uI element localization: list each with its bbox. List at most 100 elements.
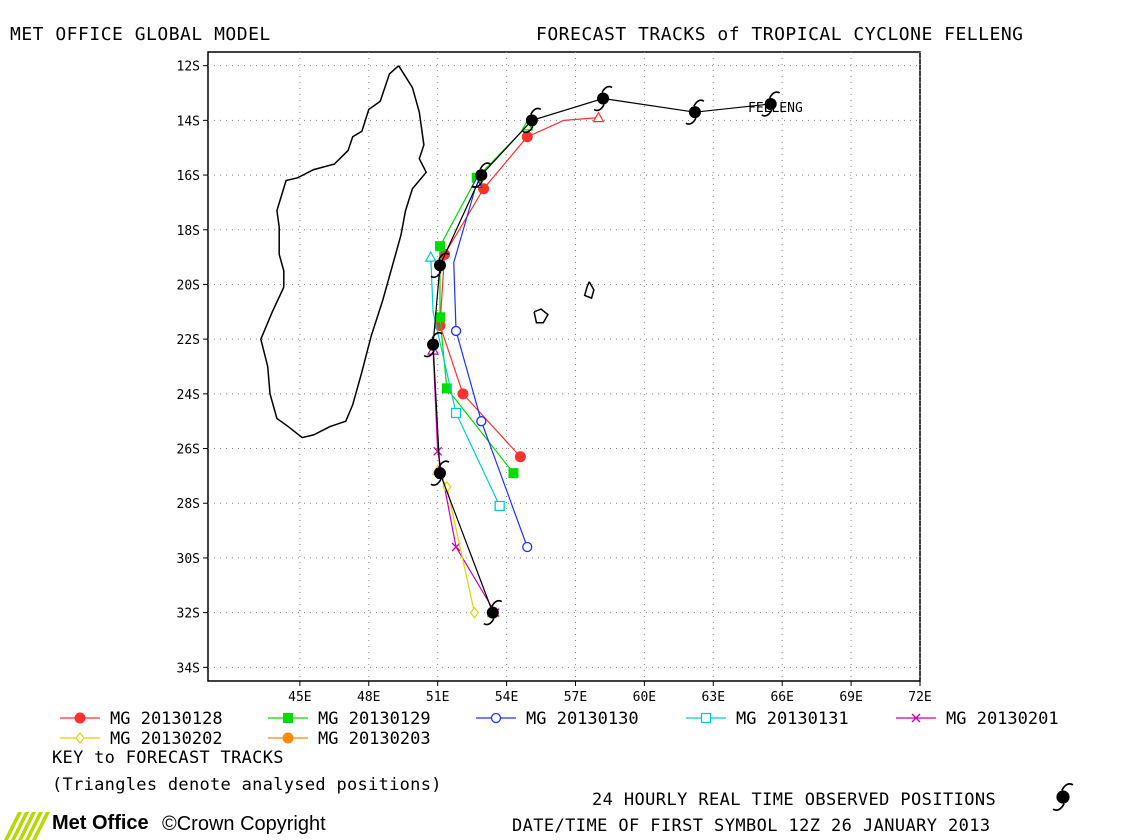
legend-marker: [283, 713, 293, 723]
observed-position-icon: [761, 91, 781, 117]
forecast-track-line: [439, 117, 599, 458]
first-symbol-datetime: DATE/TIME OF FIRST SYMBOL 12Z 26 JANUARY…: [512, 816, 991, 836]
cyclone-core: [525, 114, 538, 127]
legend-marker: [75, 732, 85, 744]
y-tick-label: 22S: [177, 333, 200, 348]
x-tick-label: 54E: [495, 690, 518, 705]
legend-label: MG 20130203: [318, 729, 431, 749]
key-title: KEY to FORECAST TRACKS: [52, 748, 284, 768]
y-tick-label: 16S: [177, 169, 200, 184]
y-tick-label: 32S: [177, 607, 200, 622]
footer-cyclone-icon: [1052, 783, 1074, 811]
forecast-position-marker: [441, 383, 452, 394]
cyclone-core: [688, 106, 701, 119]
forecast-track-2: [450, 177, 533, 553]
x-tick-label: 45E: [288, 690, 311, 705]
coastline-layer: [260, 65, 595, 439]
logo-stripe: [18, 812, 36, 840]
y-tick-label: 14S: [177, 114, 200, 129]
cyclone-arm-bottom: [430, 478, 442, 486]
cyclone-arm-bottom: [685, 117, 697, 125]
analysed-position-triangle: [592, 111, 605, 123]
forecast-position-marker: [434, 241, 445, 252]
logo-stripe: [11, 812, 29, 840]
observed-position-icon: [430, 460, 450, 486]
legend: MG 20130128 MG 20130129 MG 20130130 MG 2013…: [60, 709, 1059, 749]
y-tick-label: 30S: [177, 552, 200, 567]
forecast-position-marker: [522, 541, 533, 553]
legend-label: MG 20130202: [110, 729, 223, 749]
logo-stripe: [25, 812, 43, 840]
forecast-track-0: [434, 111, 605, 463]
axis-ticks: 45E 48E 51E 54E 57E 60E 63E 66E 69E 72E 12S 14S 16S 1…: [177, 60, 932, 705]
forecast-position-marker: [508, 468, 519, 479]
legend-marker: [700, 712, 712, 724]
legend-item: MG 20130201: [896, 709, 1059, 729]
legend-label: MG 20130131: [736, 709, 849, 729]
x-tick-label: 51E: [426, 690, 449, 705]
forecast-track-line: [439, 125, 528, 474]
observed-position-icon: [423, 331, 443, 358]
forecast-position-marker: [457, 388, 469, 400]
coastline-reunion: [533, 308, 549, 324]
observed-positions-label: 24 HOURLY REAL TIME OBSERVED POSITIONS: [592, 790, 997, 810]
y-tick-label: 34S: [177, 661, 200, 676]
observed-position-icon: [483, 599, 503, 626]
cyclone-arm-bottom: [593, 104, 605, 112]
cyclone-arm-top: [601, 85, 613, 93]
legend-marker: [490, 712, 502, 724]
forecast-position-marker: [434, 312, 445, 323]
observed-position-icon: [685, 99, 705, 125]
cyclone-core: [433, 467, 446, 480]
legend-item: MG 20130128: [60, 709, 223, 729]
cyclone-arm-top: [431, 331, 443, 340]
cyclone-arm-bottom: [483, 618, 495, 626]
cyclone-core: [486, 606, 499, 619]
legend-marker: [911, 713, 921, 723]
x-tick-label: 48E: [357, 690, 380, 705]
forecast-position-marker: [433, 446, 443, 456]
y-tick-label: 20S: [177, 278, 200, 293]
observed-position-icon: [522, 107, 542, 134]
forecast-position-marker: [494, 500, 505, 512]
cyclone-arm-top: [479, 162, 491, 170]
cyclone-arm-bottom: [430, 270, 442, 279]
x-tick-label: 72E: [908, 690, 931, 705]
legend-marker: [74, 712, 86, 724]
cyclone-arm-top: [438, 252, 450, 260]
storm-name-label: FELLENG: [748, 101, 803, 116]
cyclone-arm-top: [693, 99, 705, 107]
legend-item: MG 20130203: [268, 729, 431, 749]
forecast-position-marker: [469, 606, 480, 619]
observed-position-icon: [471, 162, 491, 188]
legend-label: MG 20130201: [946, 709, 1059, 729]
analysed-position-triangle: [424, 250, 437, 262]
legend-label: MG 20130130: [526, 709, 639, 729]
cyclone-arm-top: [1061, 783, 1074, 791]
observed-position-icon: [593, 85, 613, 112]
cyclone-arm-top: [768, 91, 781, 99]
met-office-logo-icon: [4, 812, 50, 840]
logo-stripe: [4, 812, 22, 840]
y-tick-label: 18S: [177, 224, 200, 239]
forecast-track-3: [424, 250, 505, 512]
cyclone-arm-top: [438, 460, 450, 468]
logo-stripe: [32, 812, 50, 840]
header-left-title: MET OFFICE GLOBAL MODEL: [10, 24, 271, 45]
crown-copyright: ©Crown Copyright: [162, 813, 326, 835]
cyclone-core: [475, 169, 488, 182]
key-note: (Triangles denote analysed positions): [52, 775, 442, 795]
forecast-position-marker: [476, 416, 487, 427]
legend-label: MG 20130129: [318, 709, 431, 729]
cyclone-arm-bottom: [522, 125, 534, 134]
x-tick-label: 66E: [770, 690, 793, 705]
legend-item: MG 20130202: [60, 729, 223, 749]
legend-label: MG 20130128: [110, 709, 223, 729]
forecast-track-line: [430, 257, 501, 507]
x-tick-label: 57E: [564, 690, 587, 705]
y-tick-label: 26S: [177, 443, 200, 458]
observed-track-layer: [423, 85, 781, 626]
coastline-mauritius: [583, 281, 595, 300]
cyclone-symbol-icon: [1052, 783, 1074, 811]
